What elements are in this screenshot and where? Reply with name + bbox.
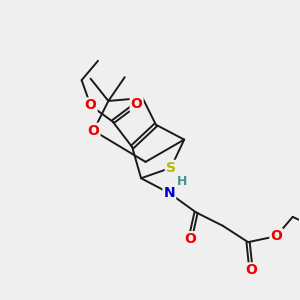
Text: O: O — [270, 229, 282, 243]
Text: N: N — [164, 186, 175, 200]
Text: H: H — [177, 175, 187, 188]
Text: O: O — [85, 98, 97, 112]
Text: S: S — [166, 161, 176, 175]
Text: O: O — [88, 124, 100, 138]
Text: O: O — [184, 232, 196, 246]
Text: O: O — [245, 263, 257, 278]
Text: O: O — [131, 97, 142, 111]
